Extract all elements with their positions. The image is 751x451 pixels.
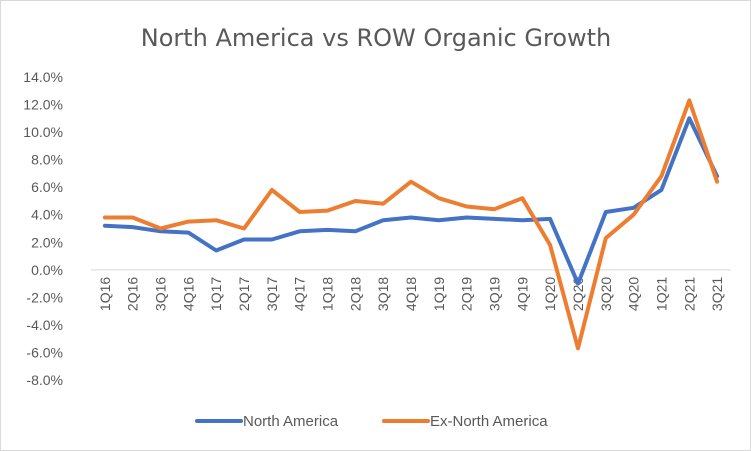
y-tick-label: -4.0%	[26, 317, 63, 333]
x-tick-label: 1Q18	[320, 277, 336, 311]
x-tick-label: 4Q16	[180, 277, 196, 311]
y-axis-tick-labels: -8.0% -6.0% -4.0% -2.0% 0.0% 2.0% 4.0% 6.0% 8.0%…	[23, 69, 63, 388]
x-axis-tick-labels: 1Q16 2Q16 3Q16 4Q16 1Q17 2Q17 3Q17 4Q17 1Q18 2Q18…	[97, 277, 725, 311]
x-tick-label: 3Q20	[598, 277, 614, 311]
legend-entry[interactable]: North America	[195, 413, 339, 430]
x-tick-label: 3Q16	[153, 277, 169, 311]
x-tick-label: 1Q19	[431, 277, 447, 311]
y-tick-label: 12.0%	[23, 97, 63, 113]
legend[interactable]: North America Ex-North America	[195, 413, 548, 430]
x-tick-label: 1Q17	[208, 277, 224, 311]
y-tick-label: -8.0%	[26, 372, 63, 388]
x-tick-label: 2Q17	[236, 277, 252, 311]
y-tick-label: -6.0%	[26, 344, 63, 360]
x-tick-label: 3Q17	[264, 277, 280, 311]
x-tick-label: 4Q20	[626, 277, 642, 311]
y-tick-label: 14.0%	[23, 69, 63, 85]
x-tick-label: 3Q21	[709, 277, 725, 311]
series-line-north-america	[102, 116, 720, 286]
chart-title: North America vs ROW Organic Growth	[141, 24, 612, 52]
y-tick-label: 10.0%	[23, 124, 63, 140]
x-tick-label: 4Q18	[403, 277, 419, 311]
y-tick-label: 8.0%	[31, 152, 63, 168]
x-tick-label: 1Q20	[542, 277, 558, 311]
x-tick-label: 2Q18	[347, 277, 363, 311]
legend-label: North America	[243, 413, 339, 430]
x-tick-label: 3Q18	[375, 277, 391, 311]
y-tick-label: 6.0%	[31, 179, 63, 195]
y-tick-label: -2.0%	[26, 289, 63, 305]
x-tick-label: 3Q19	[486, 277, 502, 311]
y-tick-label: 0.0%	[31, 262, 63, 278]
x-tick-label: 4Q19	[514, 277, 530, 311]
series-lines	[102, 98, 720, 351]
x-tick-label: 2Q19	[459, 277, 475, 311]
x-tick-label: 2Q20	[570, 277, 586, 311]
legend-label: Ex-North America	[430, 413, 548, 430]
legend-entry[interactable]: Ex-North America	[382, 413, 548, 430]
x-tick-label: 1Q16	[97, 277, 113, 311]
series-line-ex-north-america	[102, 98, 720, 351]
y-tick-label: 4.0%	[31, 207, 63, 223]
y-tick-label: 2.0%	[31, 234, 63, 250]
x-tick-label: 4Q17	[292, 277, 308, 311]
x-tick-label: 2Q21	[681, 277, 697, 311]
x-tick-label: 2Q16	[125, 277, 141, 311]
x-tick-label: 1Q21	[653, 277, 669, 311]
